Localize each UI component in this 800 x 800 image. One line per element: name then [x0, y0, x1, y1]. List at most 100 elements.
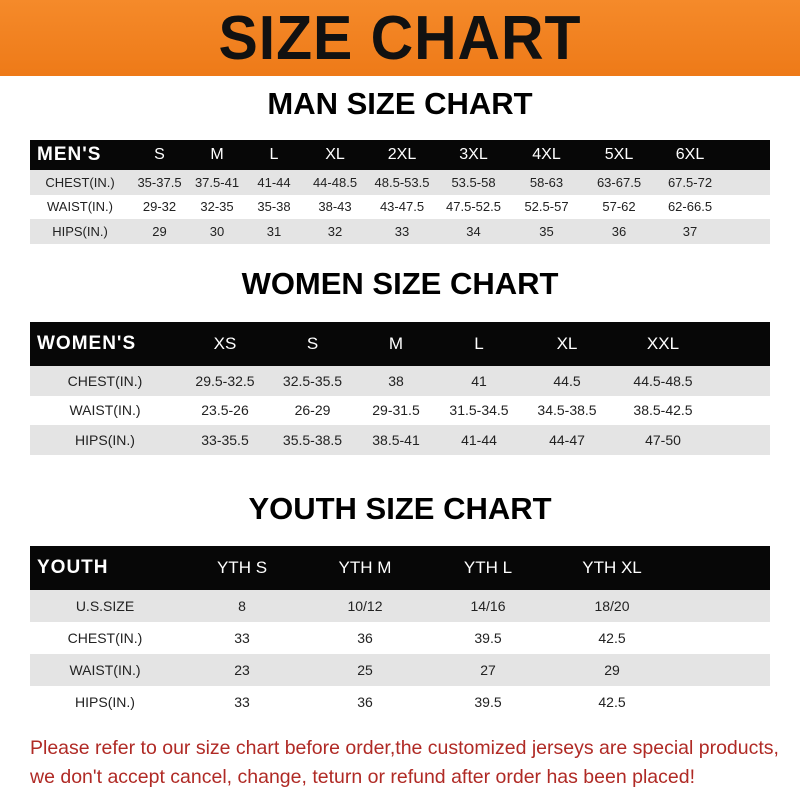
- table-cell: 41-44: [257, 174, 291, 190]
- table-row: WAIST(IN.) 29-32 32-35 35-38 38-43 43-47.5 47.…: [30, 194, 770, 219]
- men-size-table: MEN'S S M L XL 2XL 3XL 4XL 5XL 6XL CHEST(IN.) 35-37…: [30, 140, 770, 244]
- notice-line-1: Please refer to our size chart before or…: [30, 737, 779, 759]
- order-notice: Please refer to our size chart before or…: [30, 734, 800, 792]
- table-cell: 32: [327, 223, 343, 239]
- table-cell: XXL: [646, 334, 680, 353]
- table-cell: M: [210, 146, 224, 163]
- table-cell: 14/16: [470, 598, 506, 614]
- banner: SIZE CHART: [0, 0, 800, 76]
- table-cell: 62-66.5: [667, 199, 713, 215]
- table-cell: L: [269, 146, 279, 163]
- row-label: WAIST(IN.): [69, 402, 141, 419]
- table-cell: S: [306, 334, 319, 353]
- table-cell: 35-38: [257, 199, 291, 215]
- youth-size-table: YOUTH YTH S YTH M YTH L YTH XL U.S.SIZE 8 10/12…: [30, 546, 770, 718]
- table-cell: 34.5-38.5: [537, 402, 597, 419]
- table-cell: 25: [357, 662, 373, 678]
- table-header: WOMEN'S XS S M L XL XXL: [30, 322, 770, 366]
- table-cell: 29: [604, 662, 620, 678]
- table-cell: YTH S: [216, 558, 268, 577]
- table-cell: YTH XL: [582, 558, 642, 577]
- table-cell: 44-48.5: [312, 174, 358, 190]
- table-cell: 36: [357, 630, 373, 646]
- table-cell: 53.5-58: [451, 174, 496, 190]
- table-cell: YTH L: [463, 558, 513, 577]
- table-cell: 52.5-57: [524, 199, 569, 215]
- table-cell: 33-35.5: [201, 431, 249, 448]
- women-title: WOMEN SIZE CHART: [241, 266, 559, 301]
- table-row: HIPS(IN.) 33 36 39.5 42.5: [30, 686, 770, 718]
- table-cell: 63-67.5: [596, 174, 642, 190]
- row-label: WAIST(IN.): [69, 662, 141, 678]
- table-cell: M: [388, 334, 404, 353]
- table-cell: YTH M: [338, 558, 392, 577]
- table-cell: 23: [234, 662, 250, 678]
- table-cell: 32-35: [200, 199, 234, 215]
- table-cell: 35.5-38.5: [282, 431, 343, 448]
- table-cell: 57-62: [602, 199, 636, 215]
- table-cell: 67.5-72: [667, 174, 713, 190]
- table-cell: 23.5-26: [201, 402, 249, 419]
- table-cell: 29: [152, 223, 167, 239]
- table-cell: 39.5: [474, 630, 502, 646]
- row-label: CHEST(IN.): [45, 174, 115, 190]
- table-cell: 35-37.5: [137, 174, 182, 190]
- table-cell: 33: [394, 223, 410, 239]
- table-cell: 44-47: [549, 431, 585, 448]
- table-cell: 26-29: [294, 402, 331, 419]
- table-row: CHEST(IN.) 33 36 39.5 42.5: [30, 622, 770, 654]
- table-cell: 5XL: [604, 146, 634, 163]
- table-cell: XL: [556, 334, 578, 353]
- table-cell: 38: [388, 372, 404, 389]
- table-cell: 41-44: [461, 431, 497, 448]
- table-row: U.S.SIZE 8 10/12 14/16 18/20: [30, 590, 770, 622]
- table-cell: 48.5-53.5: [374, 174, 430, 190]
- table-cell: 47-50: [645, 431, 681, 448]
- table-cell: 38.5-41: [372, 431, 420, 448]
- table-cell: 41: [471, 372, 487, 389]
- table-cell: 31: [266, 223, 282, 239]
- table-cell: L: [474, 334, 484, 353]
- table-cell: 33: [234, 630, 250, 646]
- table-cell: 33: [234, 694, 250, 710]
- row-label: U.S.SIZE: [75, 598, 135, 614]
- table-cell: S: [154, 146, 165, 163]
- row-label: WAIST(IN.): [47, 199, 113, 215]
- row-label: MEN'S: [37, 144, 102, 165]
- table-cell: 47.5-52.5: [446, 199, 501, 215]
- row-label: HIPS(IN.): [75, 694, 135, 710]
- table-cell: 38-43: [318, 199, 352, 215]
- banner-title: SIZE CHART: [218, 3, 582, 73]
- table-cell: 42.5: [598, 694, 626, 710]
- table-cell: 37: [682, 223, 698, 239]
- table-cell: 30: [209, 223, 225, 239]
- table-cell: 32.5-35.5: [282, 372, 343, 389]
- table-cell: 27: [480, 662, 496, 678]
- table-cell: 34: [466, 223, 481, 239]
- table-cell: 36: [357, 694, 373, 710]
- table-cell: 4XL: [532, 146, 561, 163]
- table-cell: 37.5-41: [194, 174, 240, 190]
- table-cell: 29.5-32.5: [195, 372, 255, 389]
- men-title: MAN SIZE CHART: [267, 86, 533, 121]
- row-label: YOUTH: [37, 557, 109, 578]
- notice-line-2: we don't accept cancel, change, teturn o…: [30, 766, 695, 788]
- table-cell: XS: [213, 334, 237, 353]
- table-row: HIPS(IN.) 29 30 31 32 33 34 35 36 37: [30, 219, 770, 244]
- table-row: WAIST(IN.) 23 25 27 29: [30, 654, 770, 686]
- row-label: WOMEN'S: [37, 333, 137, 354]
- table-cell: 10/12: [347, 598, 383, 614]
- table-cell: 43-47.5: [379, 199, 425, 215]
- table-cell: 3XL: [459, 146, 488, 163]
- table-cell: 8: [238, 598, 246, 614]
- table-cell: 18/20: [594, 598, 630, 614]
- table-cell: 44.5: [553, 372, 581, 389]
- row-label: HIPS(IN.): [52, 223, 108, 239]
- table-cell: 58-63: [529, 174, 564, 190]
- table-cell: 38.5-42.5: [633, 402, 693, 419]
- table-row: CHEST(IN.) 29.5-32.5 32.5-35.5 38 41 44.5 44.5…: [30, 366, 770, 396]
- table-header: MEN'S S M L XL 2XL 3XL 4XL 5XL 6XL: [30, 140, 770, 170]
- table-cell: 44.5-48.5: [633, 372, 693, 389]
- table-cell: 42.5: [598, 630, 626, 646]
- table-cell: XL: [325, 146, 345, 163]
